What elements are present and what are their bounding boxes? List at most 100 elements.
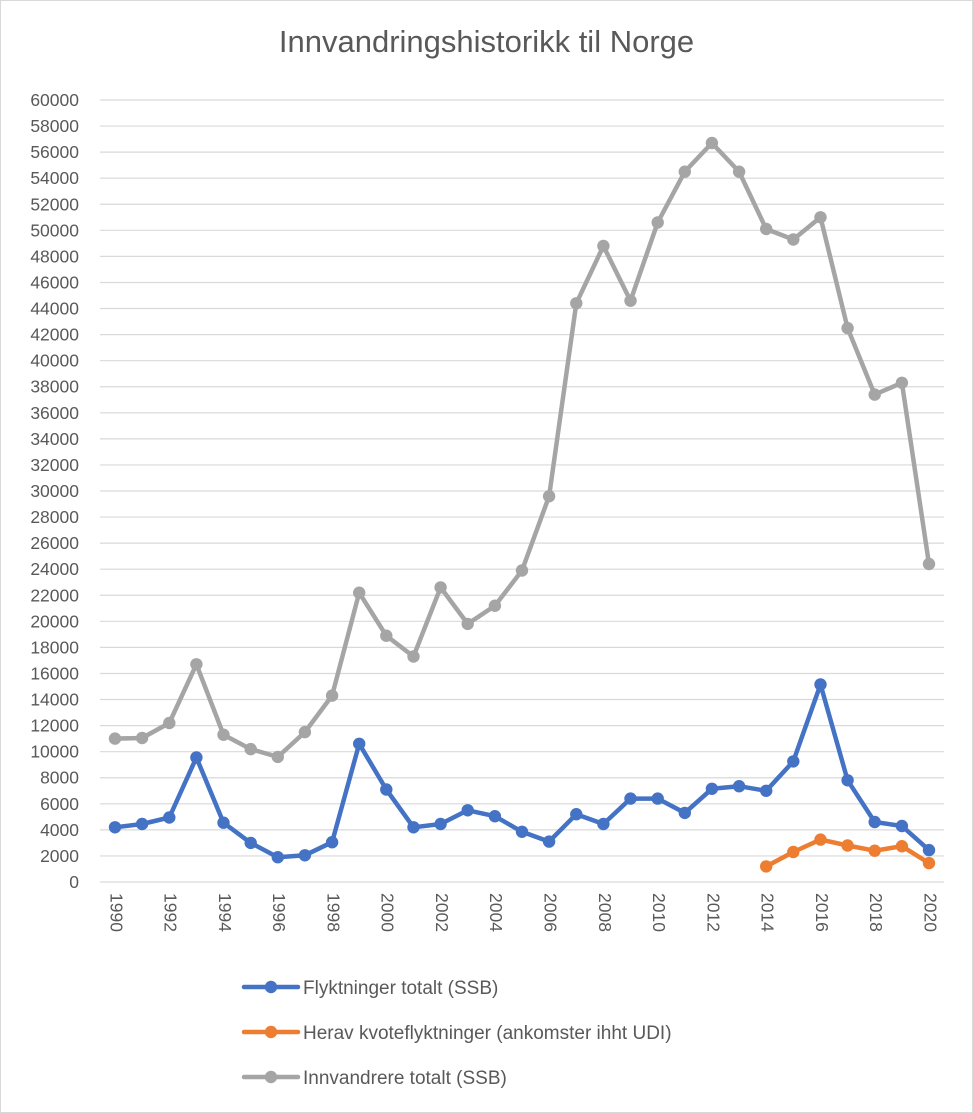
- data-point: [434, 581, 447, 594]
- x-tick-label: 1990: [106, 893, 126, 932]
- data-point: [814, 678, 827, 691]
- data-point: [542, 835, 556, 848]
- x-tick-label: 1992: [161, 893, 181, 932]
- data-point: [868, 388, 881, 401]
- data-point: [542, 490, 556, 503]
- legend-label: Herav kvoteflyktninger (ankomster ihht U…: [303, 1023, 672, 1044]
- y-tick-label: 22000: [30, 585, 79, 605]
- legend-entry: Flyktninger totalt (SSB): [241, 978, 498, 999]
- data-point: [461, 804, 474, 817]
- data-point: [380, 783, 393, 796]
- y-tick-label: 42000: [30, 325, 79, 345]
- data-point: [298, 849, 312, 862]
- data-point: [895, 840, 909, 853]
- data-point: [488, 599, 502, 612]
- data-point: [108, 732, 122, 745]
- x-axis: 1990 1992 1994 1996 1998 2000 2002 2004 2006 2008…: [106, 893, 940, 932]
- y-tick-label: 4000: [40, 820, 79, 840]
- y-tick-label: 34000: [30, 429, 79, 449]
- data-point: [244, 836, 257, 850]
- y-tick-label: 36000: [30, 403, 79, 423]
- data-point: [434, 817, 447, 831]
- data-point: [651, 216, 664, 229]
- data-point: [787, 233, 800, 246]
- y-tick-label: 24000: [30, 559, 79, 579]
- data-point: [732, 780, 746, 793]
- data-point: [271, 851, 284, 864]
- y-tick-label: 60000: [30, 90, 79, 110]
- x-tick-label: 2004: [486, 893, 506, 932]
- data-point: [380, 629, 393, 642]
- x-tick-label: 2014: [758, 893, 778, 932]
- data-point: [705, 782, 719, 795]
- data-point: [163, 716, 176, 730]
- data-point: [325, 689, 339, 702]
- legend-marker: [264, 1070, 278, 1084]
- gridlines: [100, 99, 944, 883]
- data-point: [515, 825, 529, 838]
- legend-label: Innvandrere totalt (SSB): [303, 1068, 507, 1089]
- y-tick-label: 46000: [30, 272, 79, 292]
- data-point: [732, 165, 746, 178]
- data-point: [298, 725, 312, 739]
- data-point: [787, 845, 800, 859]
- data-point: [325, 836, 339, 849]
- y-tick-label: 20000: [30, 611, 79, 631]
- x-tick-label: 2016: [812, 893, 832, 932]
- y-tick-label: 14000: [30, 690, 79, 710]
- y-tick-label: 56000: [30, 142, 79, 162]
- y-axis: 0 2000 4000 6000 8000 10000 12000 14000 16000 180…: [30, 90, 79, 892]
- y-tick-label: 18000: [30, 637, 79, 657]
- y-tick-label: 8000: [40, 768, 79, 788]
- x-tick-label: 2020: [920, 893, 940, 932]
- data-point: [922, 856, 936, 870]
- x-tick-label: 2018: [866, 893, 886, 932]
- data-point: [407, 650, 420, 663]
- series-1: [108, 678, 936, 864]
- data-point: [814, 211, 827, 224]
- data-point: [515, 564, 529, 577]
- y-tick-label: 2000: [40, 846, 79, 866]
- y-tick-label: 38000: [30, 377, 79, 397]
- data-point: [597, 817, 610, 831]
- x-tick-label: 1998: [323, 893, 343, 932]
- series-line: [112, 140, 932, 760]
- data-point: [868, 844, 881, 857]
- x-tick-label: 2012: [703, 893, 723, 932]
- data-point: [135, 731, 149, 745]
- data-point: [787, 755, 800, 768]
- legend-marker: [264, 980, 278, 994]
- y-tick-label: 6000: [40, 794, 79, 814]
- data-point: [868, 815, 881, 829]
- plot-area: [108, 136, 936, 873]
- y-tick-label: 44000: [30, 299, 79, 319]
- y-tick-label: 0: [69, 872, 79, 892]
- data-point: [597, 239, 610, 253]
- y-tick-label: 40000: [30, 351, 79, 371]
- data-point: [190, 751, 203, 764]
- x-tick-label: 2008: [595, 893, 615, 932]
- data-point: [570, 808, 583, 821]
- data-point: [922, 843, 936, 857]
- x-tick-label: 2006: [541, 893, 561, 932]
- data-point: [271, 750, 284, 764]
- data-point: [678, 165, 691, 178]
- data-point: [217, 816, 230, 829]
- series-2: [760, 833, 936, 873]
- x-tick-label: 2000: [378, 893, 398, 932]
- data-point: [760, 860, 773, 873]
- data-point: [814, 833, 827, 846]
- data-point: [190, 658, 203, 671]
- data-point: [624, 792, 637, 805]
- x-tick-label: 2010: [649, 893, 669, 932]
- data-point: [461, 617, 474, 631]
- y-tick-label: 54000: [30, 168, 79, 188]
- data-point: [841, 839, 854, 852]
- data-point: [135, 817, 149, 831]
- data-point: [353, 737, 366, 750]
- y-tick-label: 52000: [30, 194, 79, 214]
- data-point: [570, 297, 583, 310]
- data-point: [488, 810, 502, 823]
- data-point: [624, 294, 637, 307]
